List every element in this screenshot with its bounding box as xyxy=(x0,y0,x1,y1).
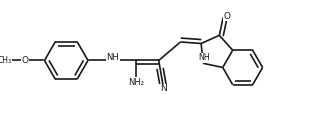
Text: NH₂: NH₂ xyxy=(128,78,144,87)
Text: CH₃: CH₃ xyxy=(0,56,12,65)
Text: O: O xyxy=(224,12,231,21)
Text: N: N xyxy=(160,84,166,93)
Text: NH: NH xyxy=(106,53,119,62)
Text: O: O xyxy=(21,56,28,65)
Text: NH: NH xyxy=(198,53,210,62)
